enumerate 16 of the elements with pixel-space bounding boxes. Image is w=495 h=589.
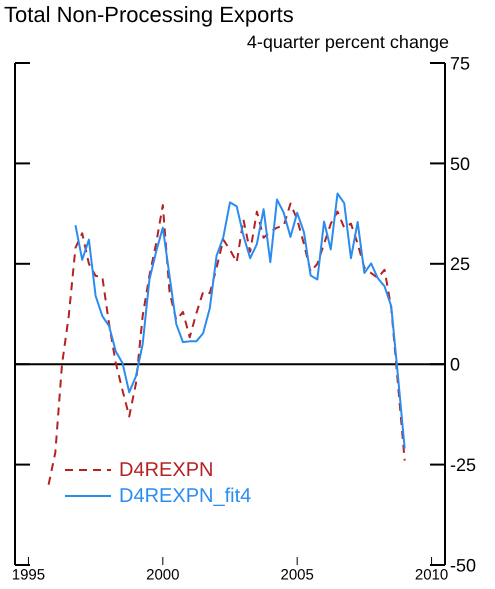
chart-title: Total Non-Processing Exports bbox=[4, 2, 294, 28]
x-tick-label: 1995 bbox=[12, 566, 46, 584]
legend-label: D4REXPN bbox=[119, 458, 214, 482]
y-tick-label: 0 bbox=[450, 354, 460, 375]
y-tick-label: 25 bbox=[450, 254, 470, 274]
y-tick-label: -25 bbox=[450, 454, 476, 475]
y-tick-label: 50 bbox=[450, 154, 470, 174]
y-tick-label: 75 bbox=[450, 53, 470, 74]
line-series bbox=[48, 202, 406, 486]
chart-subtitle: 4-quarter percent change bbox=[246, 32, 449, 53]
x-tick-label: 2000 bbox=[146, 566, 180, 584]
line-series bbox=[74, 192, 406, 450]
y-tick-label: -50 bbox=[450, 555, 476, 576]
x-tick-label: 2010 bbox=[414, 566, 448, 584]
legend-label: D4REXPN_fit4 bbox=[119, 484, 252, 508]
x-tick-label: 2005 bbox=[280, 566, 314, 584]
